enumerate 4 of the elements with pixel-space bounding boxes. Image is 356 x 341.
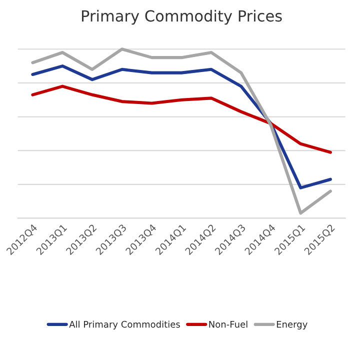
legend-label: All Primary Commodities — [69, 320, 180, 330]
chart-title: Primary Commodity Prices — [82, 10, 282, 25]
legend-label: Non-Fuel — [209, 320, 248, 328]
legend-label: Energy — [276, 321, 308, 330]
